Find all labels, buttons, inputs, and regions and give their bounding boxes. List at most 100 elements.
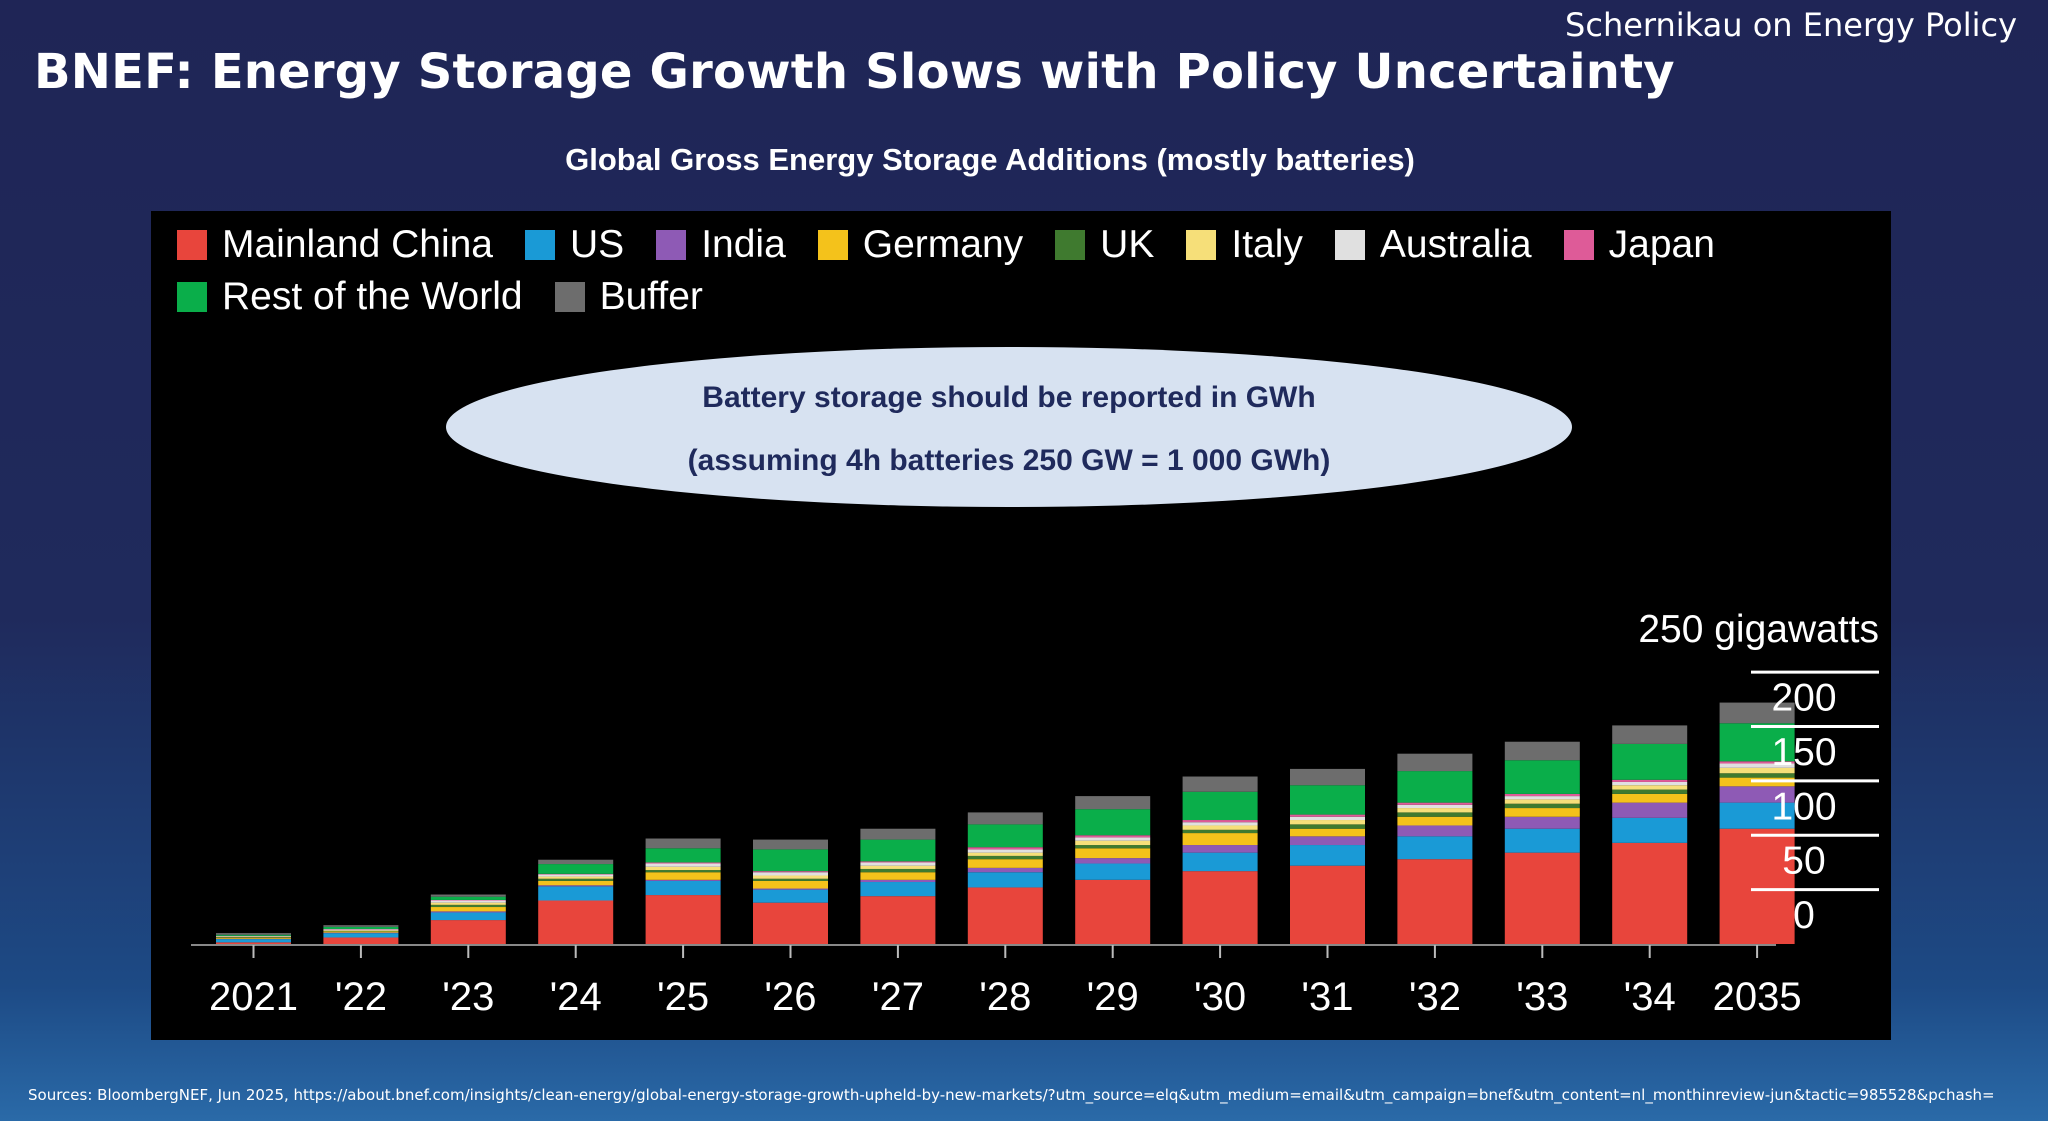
bar-segment-rest-of-the-world xyxy=(1182,791,1258,821)
legend-label: Rest of the World xyxy=(222,275,523,318)
x-tick-label: '33 xyxy=(1516,975,1568,1019)
bar-segment-buffer xyxy=(1612,725,1688,744)
bar-segment-italy xyxy=(538,876,614,879)
bar-segment-us xyxy=(1612,817,1688,843)
bar-segment-us xyxy=(860,882,936,897)
bar-segment-australia xyxy=(645,863,721,867)
bar-segment-australia xyxy=(860,862,936,866)
bar-segment-italy xyxy=(1612,785,1688,790)
bar-segment-germany xyxy=(1612,793,1688,803)
x-tick-label: 2021 xyxy=(209,975,298,1019)
bar-segment-us xyxy=(753,889,828,903)
legend-swatch xyxy=(1055,230,1086,260)
bar-segment-uk xyxy=(1075,845,1151,849)
legend-swatch xyxy=(177,230,207,260)
bar-segment-germany xyxy=(753,880,828,889)
bar-segment-uk xyxy=(967,855,1043,860)
bar-segment-india xyxy=(753,888,828,890)
bar-segment-mainland-china xyxy=(1397,859,1473,944)
legend-swatch xyxy=(817,230,848,260)
bar-segment-buffer xyxy=(1719,702,1795,724)
bar-segment-mainland-china xyxy=(1504,852,1580,944)
legend-item-germany: Germany xyxy=(817,221,1024,269)
bar-segment-italy xyxy=(1719,767,1795,774)
bar-segment-us xyxy=(1182,852,1258,872)
legend-swatch xyxy=(1186,230,1217,260)
chart-panel: Mainland China US India Germany UK Italy Austr… xyxy=(151,211,1891,1040)
source-note: Sources: BloombergNEF, Jun 2025, https:/… xyxy=(28,1086,1995,1104)
bar-segment-australia xyxy=(1397,804,1473,809)
bar-segment-india xyxy=(1397,825,1473,837)
chart-plot-area: 2021 '22 '23 '24 '25 '26 '27 '28 '29 '30 '31 '32 '33… xyxy=(191,347,1879,1019)
y-tick-label: 150 xyxy=(1771,731,1836,774)
legend-label: Australia xyxy=(1379,223,1532,266)
bar-segment-italy xyxy=(1290,820,1365,825)
bar-segment-italy xyxy=(216,936,291,938)
x-tick-label: '26 xyxy=(764,975,816,1019)
bar-segment-india xyxy=(1504,816,1580,829)
bar-segment-india xyxy=(967,867,1043,873)
bar-segment-germany xyxy=(1182,833,1258,846)
annotation-line-2: (assuming 4h batteries 250 GW = 1 000 GW… xyxy=(688,444,1331,477)
legend-label: Japan xyxy=(1608,223,1715,266)
bar-segment-italy xyxy=(1075,840,1151,846)
bar-segment-japan xyxy=(1504,793,1580,797)
bar-segment-japan xyxy=(967,847,1043,850)
bar-segment-italy xyxy=(967,852,1043,856)
x-tick-label: '30 xyxy=(1194,975,1246,1019)
bar-segment-india xyxy=(323,932,399,934)
bar-segment-india xyxy=(1182,845,1258,853)
chart-legend: Mainland China US India Germany UK Italy Austr… xyxy=(177,221,1877,321)
bar-segment-uk xyxy=(1612,789,1688,794)
bar-segment-us xyxy=(216,939,291,943)
legend-label: India xyxy=(701,223,786,266)
bar-segment-india xyxy=(538,885,614,887)
chart-title: Global Gross Energy Storage Additions (m… xyxy=(565,142,1415,177)
annotation-ellipse xyxy=(446,347,1572,507)
bar-segment-italy xyxy=(1397,808,1473,813)
bar-segment-uk xyxy=(1290,824,1365,829)
bar-segment-us xyxy=(430,912,506,921)
bar-segment-buffer xyxy=(430,894,506,897)
bar-segment-rest-of-the-world xyxy=(1719,723,1795,762)
bar-segment-rest-of-the-world xyxy=(967,824,1043,848)
bar-segment-india xyxy=(1612,802,1688,818)
bar-segment-germany xyxy=(967,859,1043,868)
bar-segment-buffer xyxy=(1397,753,1473,772)
legend-label: US xyxy=(570,223,625,266)
y-tick-label: 50 xyxy=(1782,840,1825,883)
bar-segment-india xyxy=(1075,858,1151,864)
x-tick-label: '23 xyxy=(442,975,494,1019)
legend-label: Italy xyxy=(1231,223,1303,266)
legend-item-italy: Italy xyxy=(1186,221,1303,269)
brand-label: Schernikau on Energy Policy xyxy=(1565,6,2017,44)
y-unit-label: 250 gigawatts xyxy=(1638,608,1879,651)
x-tick-label: '28 xyxy=(979,975,1031,1019)
annotation-callout: Battery storage should be reported in GW… xyxy=(446,347,1572,507)
legend-label: Germany xyxy=(862,223,1024,266)
bar-segment-mainland-china xyxy=(645,895,721,944)
legend-item-uk: UK xyxy=(1055,221,1154,269)
bar-segment-us xyxy=(645,880,721,896)
legend-swatch xyxy=(1563,230,1594,260)
x-tick-label: '25 xyxy=(657,975,709,1019)
bar-segment-us xyxy=(1290,845,1365,866)
bar-segment-japan xyxy=(1290,814,1365,817)
legend-label: UK xyxy=(1100,223,1155,266)
bar-segment-buffer xyxy=(645,838,721,849)
bar-segment-uk xyxy=(323,930,399,932)
bar-segment-uk xyxy=(1182,829,1258,834)
bar-segment-germany xyxy=(216,937,291,939)
bar-segment-germany xyxy=(1504,808,1580,817)
x-tick-label: '31 xyxy=(1301,975,1353,1019)
x-tick-label: '22 xyxy=(335,975,387,1019)
bar-segment-italy xyxy=(860,865,936,869)
bar-segment-germany xyxy=(1290,828,1365,837)
bar-segment-buffer xyxy=(753,839,828,850)
x-tick-label: '34 xyxy=(1624,975,1676,1019)
bar-segment-us xyxy=(1504,828,1580,853)
bar-segment-australia xyxy=(323,929,399,931)
bar-segment-uk xyxy=(216,937,291,938)
bar-segment-australia xyxy=(216,936,291,937)
legend-item-japan: Japan xyxy=(1563,221,1715,269)
